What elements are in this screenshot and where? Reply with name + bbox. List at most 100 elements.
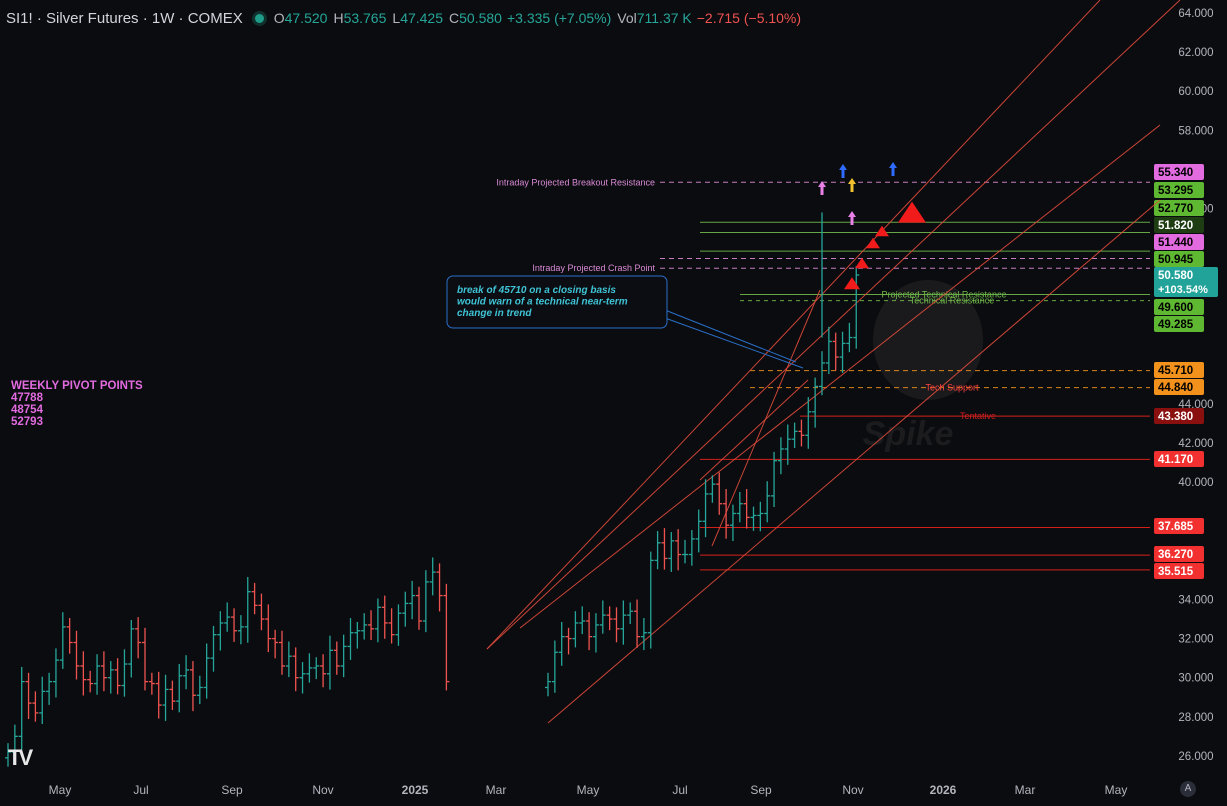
price-badge — [1154, 518, 1204, 534]
y-tick-label: 26.000 — [1178, 751, 1213, 763]
price-badge-label: 51.820 — [1158, 220, 1193, 232]
price-badge-label: 52.770 — [1158, 203, 1193, 215]
tradingview-logo[interactable]: TV — [8, 745, 33, 770]
price-badge — [1154, 164, 1204, 180]
close-label: C — [449, 10, 460, 26]
price-badge — [1154, 234, 1204, 250]
price-badge-label: 51.440 — [1158, 237, 1193, 249]
price-badge-label: 44.840 — [1158, 382, 1193, 394]
y-tick-label: 28.000 — [1178, 712, 1213, 724]
price-badge — [1154, 267, 1218, 297]
volume-label: Vol — [617, 10, 637, 26]
price-badge-label: 37.685 — [1158, 521, 1194, 533]
x-tick-label: Sep — [750, 783, 772, 797]
arrow-up-icon — [889, 162, 897, 176]
low-value: 47.425 — [400, 10, 444, 26]
warning-triangle-icon — [844, 277, 860, 290]
high-label: H — [333, 10, 344, 26]
price-badge — [1154, 546, 1204, 562]
warning-triangle-icon — [875, 225, 889, 237]
warning-triangle-icon — [898, 201, 926, 223]
symbol-title[interactable]: SI1! · Silver Futures · 1W · COMEX — [6, 9, 243, 27]
x-tick-label: 2026 — [930, 783, 957, 797]
y-tick-label: 32.000 — [1178, 634, 1213, 646]
warning-triangle-icon — [855, 257, 869, 269]
price-badge-label: 53.295 — [1158, 185, 1194, 197]
symbol-header: SI1! · Silver Futures · 1W · COMEX O 47.… — [6, 8, 801, 28]
y-tick-label: 30.000 — [1178, 673, 1213, 685]
price-badge — [1154, 408, 1204, 424]
price-badge-label: 41.170 — [1158, 454, 1193, 466]
pivot-value: 47788 — [11, 392, 43, 404]
pivot-points-box: WEEKLY PIVOT POINTS 47788 48754 52793 — [11, 380, 143, 428]
x-tick-label: May — [49, 783, 72, 797]
price-badge — [1154, 200, 1204, 216]
price-badge-label: 43.380 — [1158, 411, 1193, 423]
price-badge — [1154, 379, 1204, 395]
y-tick-label: 58.000 — [1178, 125, 1213, 137]
y-tick-label: 40.000 — [1178, 477, 1213, 489]
price-badge — [1154, 217, 1204, 233]
price-badge-label: 55.340 — [1158, 167, 1193, 179]
x-tick-label: Mar — [486, 783, 507, 797]
price-badge — [1154, 299, 1204, 315]
warning-triangle-icon — [866, 237, 880, 249]
price-badge-label: 36.270 — [1158, 549, 1193, 561]
pivot-title: WEEKLY PIVOT POINTS — [11, 380, 143, 392]
level-label: Intraday Projected Crash Point — [532, 263, 655, 273]
y-tick-label: 62.000 — [1178, 47, 1213, 59]
arrow-up-icon — [848, 178, 856, 192]
high-value: 53.765 — [343, 10, 387, 26]
watermark-mascot — [873, 280, 983, 400]
level-label: Tech Support — [925, 383, 979, 393]
auto-scale-button[interactable]: A — [1180, 781, 1196, 797]
y-tick-label: 42.000 — [1178, 438, 1213, 450]
level-label: Intraday Projected Breakout Resistance — [496, 177, 655, 187]
trend-line — [547, 199, 1161, 724]
x-tick-label: Mar — [1015, 783, 1036, 797]
trend-line — [711, 289, 821, 547]
note-text: change in trend — [457, 308, 532, 319]
trend-line — [486, 0, 1101, 650]
note-text: would warn of a technical near-term — [457, 297, 628, 308]
y-tick-label: 64.000 — [1178, 8, 1213, 20]
price-badge-label: 49.285 — [1158, 319, 1194, 331]
note-pointer — [664, 317, 804, 369]
note-text: break of 45710 on a closing basis — [457, 285, 616, 296]
price-badge — [1154, 316, 1204, 332]
price-badge — [1154, 251, 1204, 267]
arrow-up-icon — [848, 211, 856, 225]
pivot-value: 52793 — [11, 416, 43, 428]
price-badge — [1154, 182, 1204, 198]
volume-value: 711.37 K — [636, 10, 692, 26]
x-tick-label: Sep — [221, 783, 243, 797]
pivot-value: 48754 — [11, 404, 43, 416]
x-tick-label: May — [1105, 783, 1128, 797]
arrow-up-icon — [839, 164, 847, 178]
note-box — [446, 275, 668, 329]
trend-line — [699, 379, 809, 481]
price-badge — [1154, 451, 1204, 467]
x-tick-label: Jul — [672, 783, 687, 797]
price-badge — [1154, 563, 1204, 579]
arrow-up-icon — [818, 181, 826, 195]
note-pointer — [664, 309, 797, 363]
time-axis-panel — [0, 778, 1150, 801]
open-label: O — [273, 10, 285, 26]
low-label: L — [392, 10, 401, 26]
level-label: Tentative — [960, 411, 996, 421]
watermark-text: Spike — [863, 415, 954, 453]
x-tick-label: Nov — [312, 783, 333, 797]
price-axis-panel — [1150, 0, 1227, 801]
price-badge-label: 50.580 — [1158, 270, 1193, 282]
open-value: 47.520 — [284, 10, 328, 26]
price-badge-label: 50.945 — [1158, 254, 1194, 266]
price-badge-label: 45.710 — [1158, 365, 1193, 377]
price-badge-sublabel: +103.54% — [1158, 284, 1208, 296]
change-value: +3.335 (+7.05%) — [506, 10, 612, 26]
price-badge-label: 49.600 — [1158, 302, 1193, 314]
y-tick-label: 34.000 — [1178, 595, 1213, 607]
